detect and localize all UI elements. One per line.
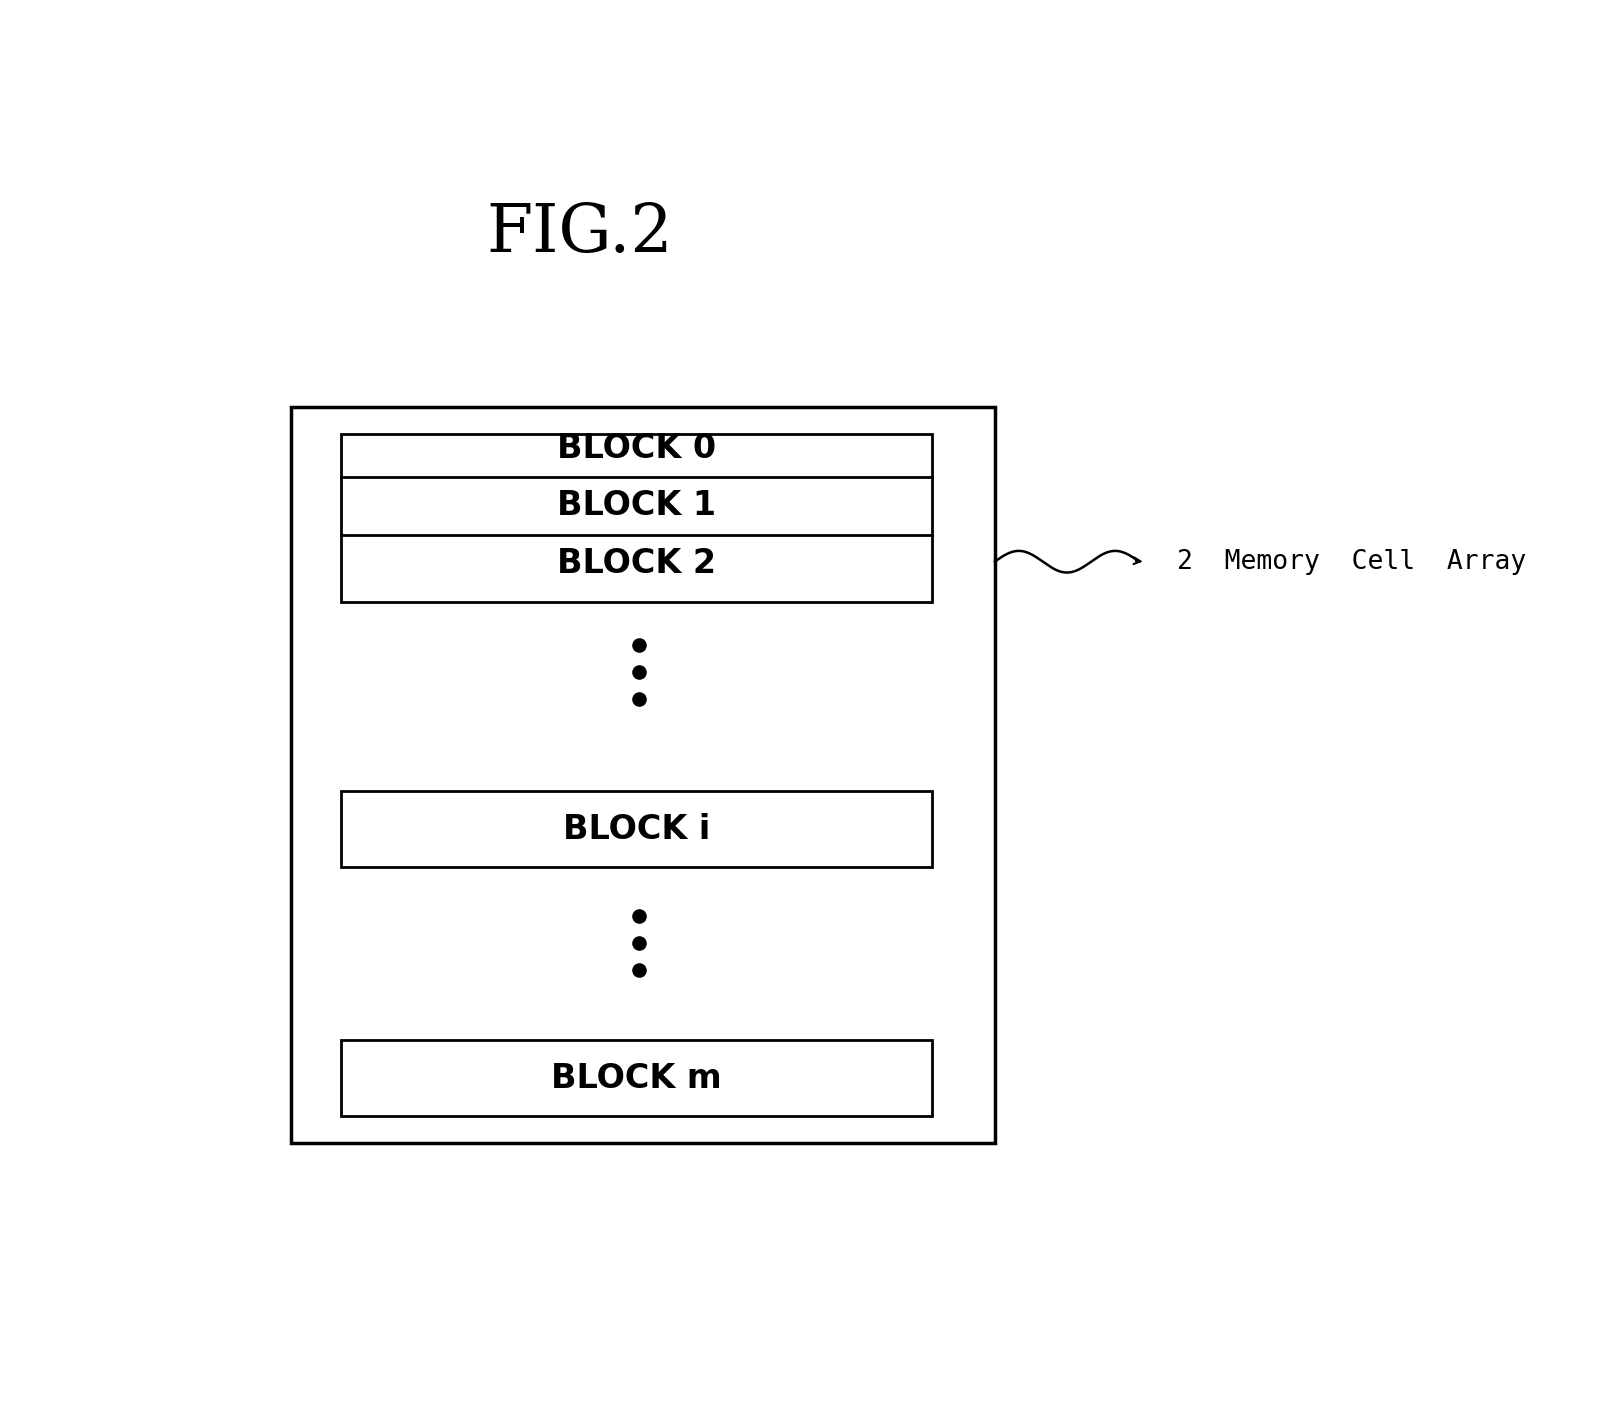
Point bbox=[626, 959, 652, 981]
Point bbox=[626, 904, 652, 927]
Bar bbox=[341, 792, 931, 868]
Bar bbox=[341, 1040, 931, 1116]
Text: FIG.2: FIG.2 bbox=[487, 201, 673, 267]
Text: BLOCK 1: BLOCK 1 bbox=[556, 489, 715, 523]
Text: BLOCK 0: BLOCK 0 bbox=[556, 432, 715, 465]
Text: 2  Memory  Cell  Array: 2 Memory Cell Array bbox=[1178, 548, 1526, 575]
Text: BLOCK i: BLOCK i bbox=[563, 813, 710, 845]
Text: BLOCK m: BLOCK m bbox=[551, 1062, 722, 1095]
Point bbox=[626, 661, 652, 683]
Bar bbox=[341, 434, 931, 602]
Point bbox=[626, 932, 652, 955]
Point bbox=[626, 634, 652, 657]
Point bbox=[626, 688, 652, 710]
Text: BLOCK 2: BLOCK 2 bbox=[556, 547, 715, 579]
Bar bbox=[290, 406, 994, 1143]
